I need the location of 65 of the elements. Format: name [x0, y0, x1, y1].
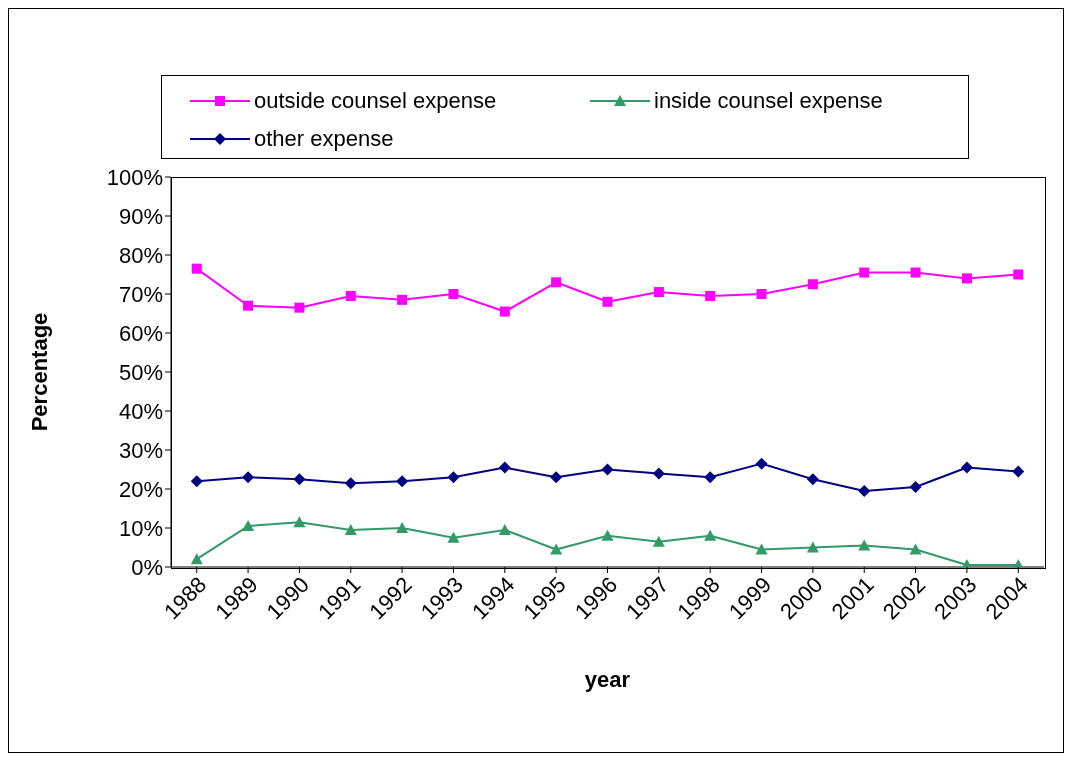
point	[191, 263, 202, 274]
point	[909, 543, 922, 555]
y-tick-label: 90%	[118, 203, 163, 229]
y-axis-title: Percentage	[26, 312, 52, 432]
point	[447, 531, 460, 543]
point	[551, 277, 562, 288]
y-tick-label: 100%	[106, 164, 163, 190]
point	[755, 543, 768, 555]
point	[858, 484, 871, 497]
point	[190, 553, 203, 565]
legend-label: outside counsel expense	[254, 88, 497, 114]
point	[550, 543, 563, 555]
y-tick-label: 40%	[118, 398, 163, 424]
point	[755, 457, 768, 470]
point	[243, 300, 254, 311]
point	[499, 306, 510, 317]
point	[447, 471, 460, 484]
point	[397, 294, 408, 305]
point	[858, 539, 871, 551]
point	[601, 529, 614, 541]
point	[652, 467, 665, 480]
point	[859, 267, 870, 278]
point	[293, 473, 306, 486]
point	[448, 289, 459, 299]
point	[705, 290, 716, 301]
y-tick-label: 30%	[118, 437, 163, 463]
y-tick-label: 10%	[118, 515, 163, 541]
y-tick-label: 80%	[118, 242, 163, 268]
point	[242, 520, 255, 532]
point	[190, 475, 203, 488]
legend-label: inside counsel expense	[654, 88, 883, 114]
point	[396, 522, 409, 533]
point	[806, 541, 819, 553]
x-axis-title: year	[584, 667, 631, 692]
y-tick-label: 60%	[118, 320, 163, 346]
point	[807, 279, 818, 290]
point	[294, 302, 305, 313]
point	[652, 535, 665, 547]
point	[498, 461, 511, 474]
y-tick-label: 70%	[118, 281, 163, 307]
point	[1013, 269, 1024, 280]
point	[602, 296, 613, 307]
y-tick-label: 20%	[118, 476, 163, 502]
point	[396, 475, 409, 488]
point	[345, 290, 356, 301]
point	[704, 471, 717, 484]
point	[960, 461, 973, 474]
point	[601, 463, 614, 476]
point	[242, 471, 255, 484]
point	[653, 287, 664, 298]
point	[806, 473, 819, 486]
point	[550, 471, 563, 484]
point	[961, 273, 972, 284]
y-tick-label: 50%	[118, 359, 163, 385]
point	[293, 516, 306, 528]
point	[756, 289, 767, 299]
point	[909, 481, 922, 494]
point	[344, 477, 357, 490]
point	[1012, 465, 1025, 478]
point	[704, 529, 717, 541]
y-tick-label: 0%	[131, 554, 163, 580]
point	[344, 523, 357, 535]
point	[498, 523, 511, 535]
legend-label: other expense	[254, 126, 394, 152]
point	[910, 267, 921, 278]
